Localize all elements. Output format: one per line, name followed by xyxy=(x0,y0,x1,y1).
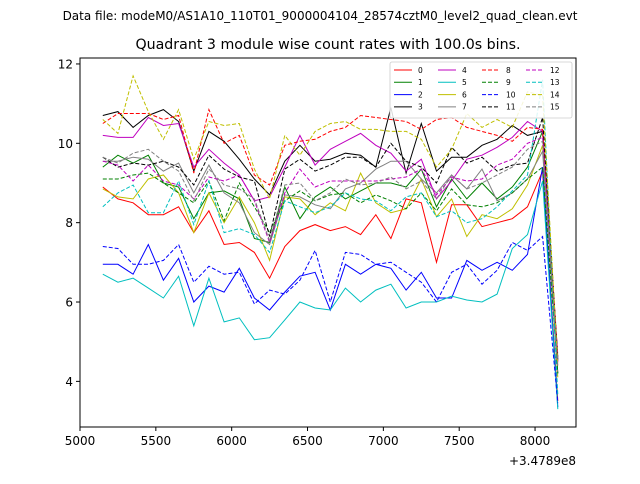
legend-label-15: 15 xyxy=(550,103,560,112)
series-line-9 xyxy=(102,166,559,374)
series-line-4 xyxy=(102,116,559,362)
series-line-14 xyxy=(102,74,559,366)
y-tick-label: 6 xyxy=(65,296,73,310)
legend-label-7: 7 xyxy=(462,103,467,112)
legend-frame xyxy=(389,61,573,119)
legend-label-12: 12 xyxy=(550,66,560,75)
series-line-6 xyxy=(102,145,559,378)
x-tick-label: 6500 xyxy=(292,434,323,448)
legend-label-8: 8 xyxy=(506,66,511,75)
series-line-3 xyxy=(102,107,559,358)
series-line-5 xyxy=(102,180,559,410)
y-tick-label: 10 xyxy=(58,137,73,151)
x-tick-label: 5000 xyxy=(65,434,96,448)
legend-label-11: 11 xyxy=(506,103,516,112)
legend-label-4: 4 xyxy=(462,66,467,75)
chart-title: Quadrant 3 module wise count rates with … xyxy=(135,37,520,53)
x-offset-label: +3.4789e8 xyxy=(509,454,576,468)
legend-label-13: 13 xyxy=(550,78,560,87)
legend-label-10: 10 xyxy=(506,90,516,99)
legend-label-5: 5 xyxy=(462,78,467,87)
x-tick-label: 7000 xyxy=(368,434,399,448)
legend-label-1: 1 xyxy=(418,78,423,87)
x-tick-label: 7500 xyxy=(444,434,475,448)
figure-suptitle: Data file: modeM0/AS1A10_110T01_90000041… xyxy=(63,9,578,23)
legend-label-14: 14 xyxy=(550,90,560,99)
plot-area: 5000 5500 6000 6500 7000 7500 8000 +3.4789e8 4 6 8… xyxy=(58,57,577,468)
y-tick-label: 12 xyxy=(58,57,73,71)
series-line-12 xyxy=(102,136,559,362)
x-tick-label: 5500 xyxy=(141,434,172,448)
legend-label-6: 6 xyxy=(462,90,467,99)
y-tick-label: 4 xyxy=(65,375,73,389)
series-line-1 xyxy=(102,131,559,374)
legend-label-2: 2 xyxy=(418,90,423,99)
x-tick-label: 8000 xyxy=(520,434,551,448)
legend-label-3: 3 xyxy=(418,103,423,112)
series-lines xyxy=(102,74,559,410)
series-line-15 xyxy=(102,140,559,366)
axes: 5000 5500 6000 6500 7000 7500 8000 +3.4789e8 4 6 8… xyxy=(58,57,577,468)
x-tick-label: 6000 xyxy=(216,434,247,448)
series-line-7 xyxy=(102,149,559,374)
axes-frame xyxy=(79,57,577,428)
legend-label-0: 0 xyxy=(418,66,423,75)
series-line-0 xyxy=(102,170,559,402)
series-line-8 xyxy=(102,108,559,356)
y-tick-label: 8 xyxy=(65,216,73,230)
legend-label-9: 9 xyxy=(506,78,511,87)
series-line-11 xyxy=(102,117,559,360)
series-line-13 xyxy=(102,79,559,396)
series-line-10 xyxy=(102,235,559,404)
